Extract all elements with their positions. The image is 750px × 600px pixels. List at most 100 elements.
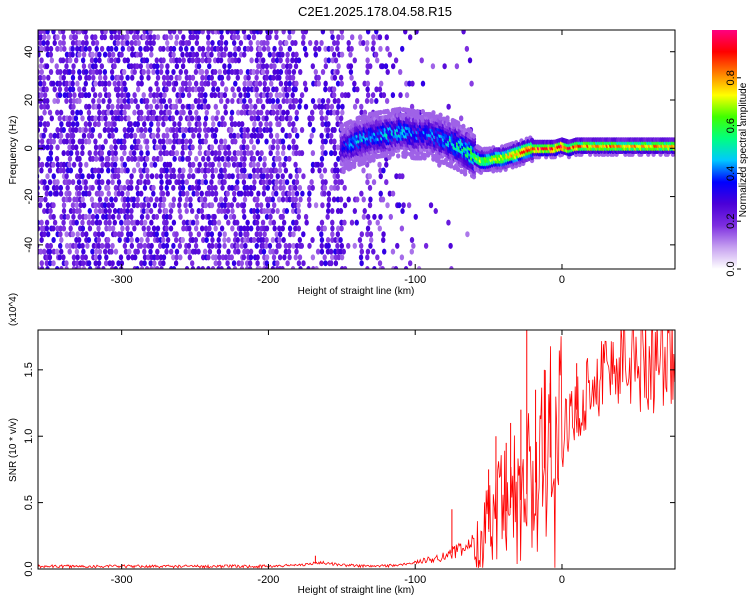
spectrogram-cell [61, 219, 66, 226]
spectrogram-cell [77, 266, 82, 269]
spectrogram-cell [194, 190, 200, 197]
spectrogram-cell [469, 80, 474, 87]
spectrogram-cell [261, 45, 267, 52]
spectrogram-cell [223, 213, 229, 220]
spectrogram-cell [188, 51, 193, 58]
spectrogram-cell [370, 45, 376, 52]
spectrogram-cell [244, 184, 250, 191]
spectrogram-cell [404, 92, 410, 99]
spectrogram-cell [171, 266, 177, 269]
spectrogram-cell [116, 179, 122, 186]
spectrogram-cell [284, 132, 289, 139]
spectrogram-cell [284, 40, 289, 47]
spectrogram-cell [52, 40, 57, 47]
spectrogram-cell [223, 109, 228, 116]
spectrogram-cell [258, 97, 263, 104]
spectrogram-cell [180, 126, 186, 133]
spectrogram-cell [335, 184, 340, 191]
spectrogram-cell [223, 254, 229, 261]
spectrogram-cell [336, 155, 341, 162]
spectrogram-cell [266, 45, 271, 52]
spectrogram-cell [155, 121, 161, 128]
spectrogram-cell [232, 196, 237, 203]
spectrogram-cell [157, 208, 162, 215]
spectrogram-cell [71, 69, 76, 76]
spectrogram-cell [70, 202, 76, 209]
spectrogram-cell [245, 86, 251, 93]
spectrogram-cell [387, 51, 393, 58]
spectrogram-cell [281, 184, 286, 191]
spectrogram-cell [38, 51, 41, 58]
colorbar-tick-label: 0.6 [725, 118, 737, 133]
spectrogram-cell [90, 213, 96, 220]
spectrogram-cell [309, 109, 315, 116]
spectrogram-cell [245, 231, 250, 238]
spectrogram-cell [223, 86, 229, 93]
spectrogram-cell [320, 69, 326, 76]
spectrogram-cell [281, 109, 286, 116]
spectrogram-cell [110, 225, 116, 232]
y-tick-label: -20 [23, 189, 35, 205]
spectrogram-cell [201, 237, 206, 244]
spectrogram-cell [116, 34, 121, 41]
spectrogram-cell [260, 219, 266, 226]
spectrogram-cell [62, 213, 67, 220]
spectrogram-cell [41, 132, 46, 139]
spectrogram-cell [80, 40, 86, 47]
spectrogram-cell [139, 115, 144, 122]
spectrogram-cell [357, 237, 363, 244]
spectrogram-cell [86, 138, 92, 145]
spectrogram-cell [110, 132, 115, 139]
x-tick-label: 0 [559, 274, 565, 286]
spectrogram-cell [223, 144, 228, 151]
spectrogram-cell [61, 196, 66, 203]
spectrogram-cell [161, 57, 166, 64]
spectrogram-cell [257, 266, 263, 269]
spectrogram-cell [448, 242, 453, 249]
spectrogram-cell [38, 173, 40, 179]
spectrogram-cell [207, 225, 212, 232]
spectrogram-cell [210, 237, 215, 244]
spectrogram-cell [161, 132, 167, 139]
spectrogram-cell [204, 132, 209, 139]
spectrogram-cell [264, 138, 269, 145]
spectrogram-cell [158, 155, 164, 162]
spectrogram-cell [93, 150, 98, 157]
spectrogram-cell [38, 225, 41, 232]
snr-multiplier: (x10^4) [8, 293, 19, 326]
spectrogram-cell [326, 121, 331, 128]
spectrogram-cell [41, 144, 46, 151]
spectrogram-signal-cell [404, 151, 410, 157]
spectrogram-cell [58, 225, 63, 232]
spectrogram-cell [210, 40, 215, 47]
spectrogram-cell [319, 155, 325, 162]
spectrogram-cell [125, 196, 131, 203]
spectrogram-cell [251, 237, 257, 244]
spectrogram-cell [254, 57, 260, 64]
spectrogram-cell [107, 150, 112, 157]
spectrogram-cell [112, 40, 118, 47]
spectrogram-cell [87, 266, 93, 269]
spectrogram-cell [235, 74, 240, 81]
spectrogram-cell [155, 266, 160, 269]
spectrogram-cell [249, 190, 254, 197]
spectrogram-cell [409, 237, 415, 244]
spectrogram-cell [323, 179, 328, 186]
spectrogram-cell [199, 69, 205, 76]
spectrogram-cell [94, 155, 99, 162]
spectrogram-cell [207, 57, 212, 64]
spectrogram-cell [80, 144, 85, 151]
spectrogram-cell [203, 179, 209, 186]
spectrogram-cell [361, 213, 367, 220]
spectrogram-cell [212, 219, 217, 226]
spectrogram-cell [371, 34, 376, 41]
spectrogram-cell [125, 213, 130, 220]
spectrogram-cell [180, 86, 185, 93]
spectrogram-cell [168, 34, 174, 41]
spectrogram-cell [105, 161, 111, 168]
spectrogram-cell [138, 179, 143, 186]
spectrogram-cell [64, 63, 69, 70]
spectrogram-cell [105, 237, 111, 244]
spectrogram-cell [275, 208, 280, 215]
spectrogram-cell [135, 161, 141, 168]
